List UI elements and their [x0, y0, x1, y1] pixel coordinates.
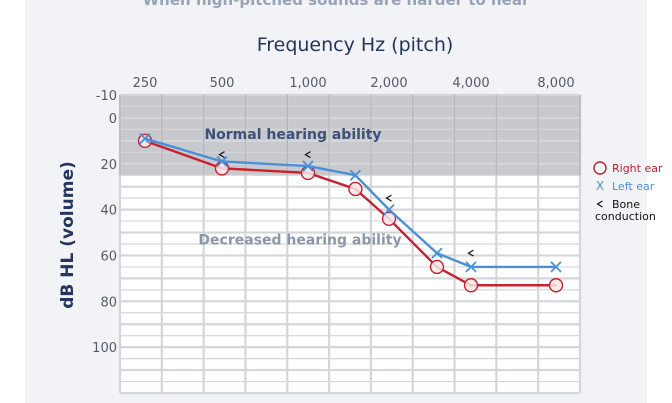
data-point: [431, 247, 443, 259]
chart-title: Frequency Hz (pitch): [256, 34, 454, 56]
data-point: [302, 160, 314, 172]
x-mark-stroke: [216, 155, 228, 168]
data-point: [139, 132, 151, 145]
data-point: [214, 161, 230, 176]
legend-item: Right ear: [593, 161, 663, 175]
data-point: [304, 151, 311, 159]
x-tick-label: 250: [133, 76, 158, 91]
data-point: [348, 181, 363, 197]
x-tick-label: 4,000: [452, 76, 489, 91]
x-tick-label: 2,000: [370, 76, 407, 91]
y-axis-label: dB HL (volume): [58, 161, 78, 309]
y-tick-label: 60: [100, 249, 117, 264]
legend-label: conduction: [595, 210, 656, 223]
data-point: [467, 249, 474, 257]
x-mark-stroke: [383, 203, 395, 216]
data-point: [548, 278, 564, 293]
x-mark-stroke: [431, 247, 443, 259]
data-point: [349, 169, 362, 181]
y-tick-label: 80: [100, 295, 117, 310]
legend-marker: [593, 161, 607, 175]
legend-label: Right ear: [612, 162, 663, 175]
y-axis-ticks: -10 0 20 40 60 80 100: [92, 89, 117, 356]
legend-label: Left ear: [612, 180, 655, 193]
series-layer: [137, 132, 564, 293]
series-bone-conduction: [218, 151, 474, 257]
chart-subtitle: When high-pitched sounds are harder to h…: [142, 0, 530, 9]
series-line: [144, 137, 556, 269]
band-grid-lines: [119, 95, 581, 176]
data-point: [300, 165, 316, 181]
legend-marker: X: [596, 179, 604, 193]
x-mark-stroke: [349, 169, 362, 181]
data-point: [463, 278, 479, 293]
x-tick-label: 8,000: [537, 76, 574, 91]
y-tick-label: 0: [109, 112, 117, 127]
y-tick-label: -10: [96, 89, 117, 104]
data-point: [550, 261, 562, 273]
data-point: [383, 203, 395, 216]
normal-region-label: Normal hearing ability: [204, 127, 381, 143]
y-tick-label: 40: [100, 204, 117, 219]
decreased-region-label: Decreased hearing ability: [198, 232, 401, 248]
series-left-ear: [139, 132, 562, 273]
legend-marker: [596, 200, 603, 208]
data-point: [465, 261, 477, 273]
y-tick-label: 100: [92, 341, 117, 356]
x-axis-ticks: 250 500 1,000 2,000 4,000 8,000: [133, 76, 575, 91]
x-mark-stroke: [550, 261, 562, 273]
data-point: [385, 194, 392, 202]
data-point: [216, 155, 228, 168]
legend-item: X Left ear: [596, 179, 655, 193]
data-point: [218, 151, 225, 159]
data-point: [429, 259, 445, 275]
x-tick-label: 1,000: [289, 76, 326, 91]
x-mark-stroke: [465, 261, 477, 273]
x-tick-label: 500: [210, 76, 235, 91]
normal-hearing-band: [120, 95, 580, 176]
x-mark-stroke: [302, 160, 314, 172]
y-tick-label: 20: [100, 158, 117, 173]
series-right-ear: [137, 133, 564, 293]
x-mark-stroke: [139, 132, 151, 145]
legend-label: Bone: [612, 198, 640, 211]
data-point: [381, 211, 397, 226]
